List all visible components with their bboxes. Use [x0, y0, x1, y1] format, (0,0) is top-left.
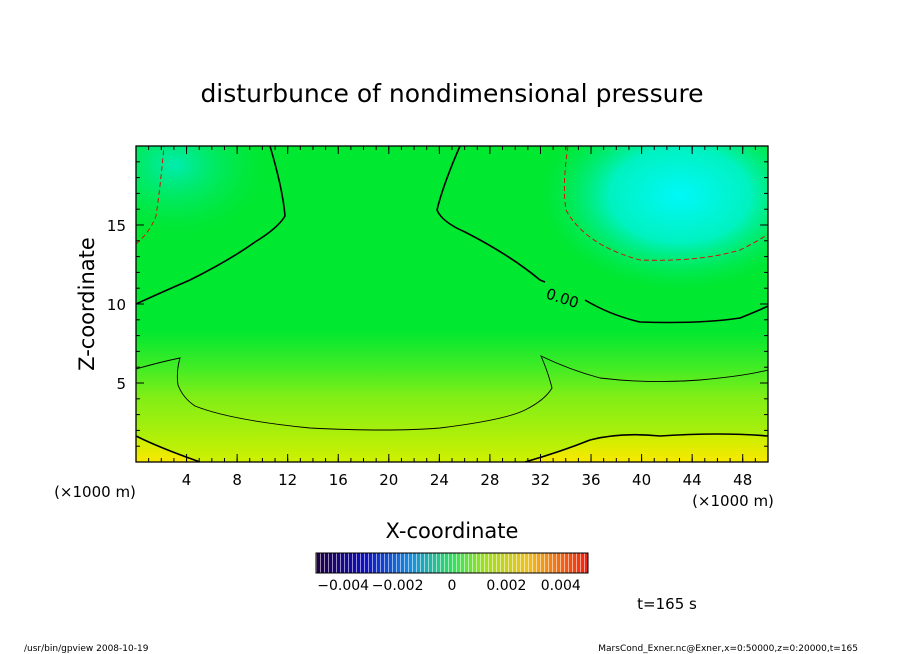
contour-positive-lower-left — [136, 435, 201, 462]
x-tick-label: 4 — [182, 471, 192, 489]
z-axis-units: (×1000 m) — [54, 483, 136, 501]
contour-negative-left — [136, 146, 165, 245]
x-tick-label: 44 — [683, 471, 702, 489]
x-tick-label: 24 — [430, 471, 449, 489]
yellow-region-right — [525, 434, 768, 462]
time-label: t=165 s — [637, 595, 697, 613]
x-tick-label: 28 — [480, 471, 499, 489]
colorbar-tick-label: 0.002 — [486, 578, 526, 594]
x-tick-label: 20 — [379, 471, 398, 489]
x-tick-label: 32 — [531, 471, 550, 489]
colorbar-tick-label: 0.004 — [541, 578, 581, 594]
x-tick-label: 8 — [232, 471, 242, 489]
colorbar-tick-label: −0.004 — [317, 578, 369, 594]
contour-positive-lower-right — [524, 433, 768, 462]
x-tick-label: 12 — [278, 471, 297, 489]
contour-positive-inner — [136, 355, 768, 431]
cyan-region-right — [540, 146, 768, 290]
y-tick-label: 5 — [116, 375, 126, 393]
x-tick-label: 36 — [581, 471, 600, 489]
y-axis-label: Z-coordinate — [75, 237, 99, 371]
colorbar-frame — [315, 552, 589, 574]
x-tick-label: 48 — [733, 471, 752, 489]
axis-ticks — [136, 146, 768, 462]
footer-left: /usr/bin/gpview 2008-10-19 — [24, 644, 149, 654]
footer-right: MarsCond_Exner.nc@Exner,x=0:50000,z=0:20… — [598, 644, 858, 654]
colorbar-tick-label: −0.002 — [372, 578, 424, 594]
chart-title: disturbunce of nondimensional pressure — [200, 79, 703, 108]
x-axis-label: X-coordinate — [386, 519, 519, 543]
contour-zero-left — [136, 146, 286, 305]
colorbar-stripes — [316, 553, 588, 573]
x-tick-label: 16 — [329, 471, 348, 489]
contour-zero-right — [436, 146, 768, 324]
x-tick-label: 40 — [632, 471, 651, 489]
colorbar-tick-label: 0 — [448, 578, 457, 594]
yellow-region-left — [136, 436, 200, 462]
x-axis-units: (×1000 m) — [692, 492, 774, 510]
colorbar-tick-labels: −0.004 −0.002 0 0.002 0.004 — [317, 578, 581, 594]
plot-field — [136, 146, 768, 462]
y-tick-label: 15 — [107, 217, 126, 235]
contours — [136, 146, 768, 462]
cyan-region-left — [136, 146, 265, 235]
colorbar: −0.004 −0.002 0 0.002 0.004 — [315, 552, 589, 594]
contour-negative-right — [563, 146, 768, 261]
y-tick-label: 10 — [107, 296, 126, 314]
